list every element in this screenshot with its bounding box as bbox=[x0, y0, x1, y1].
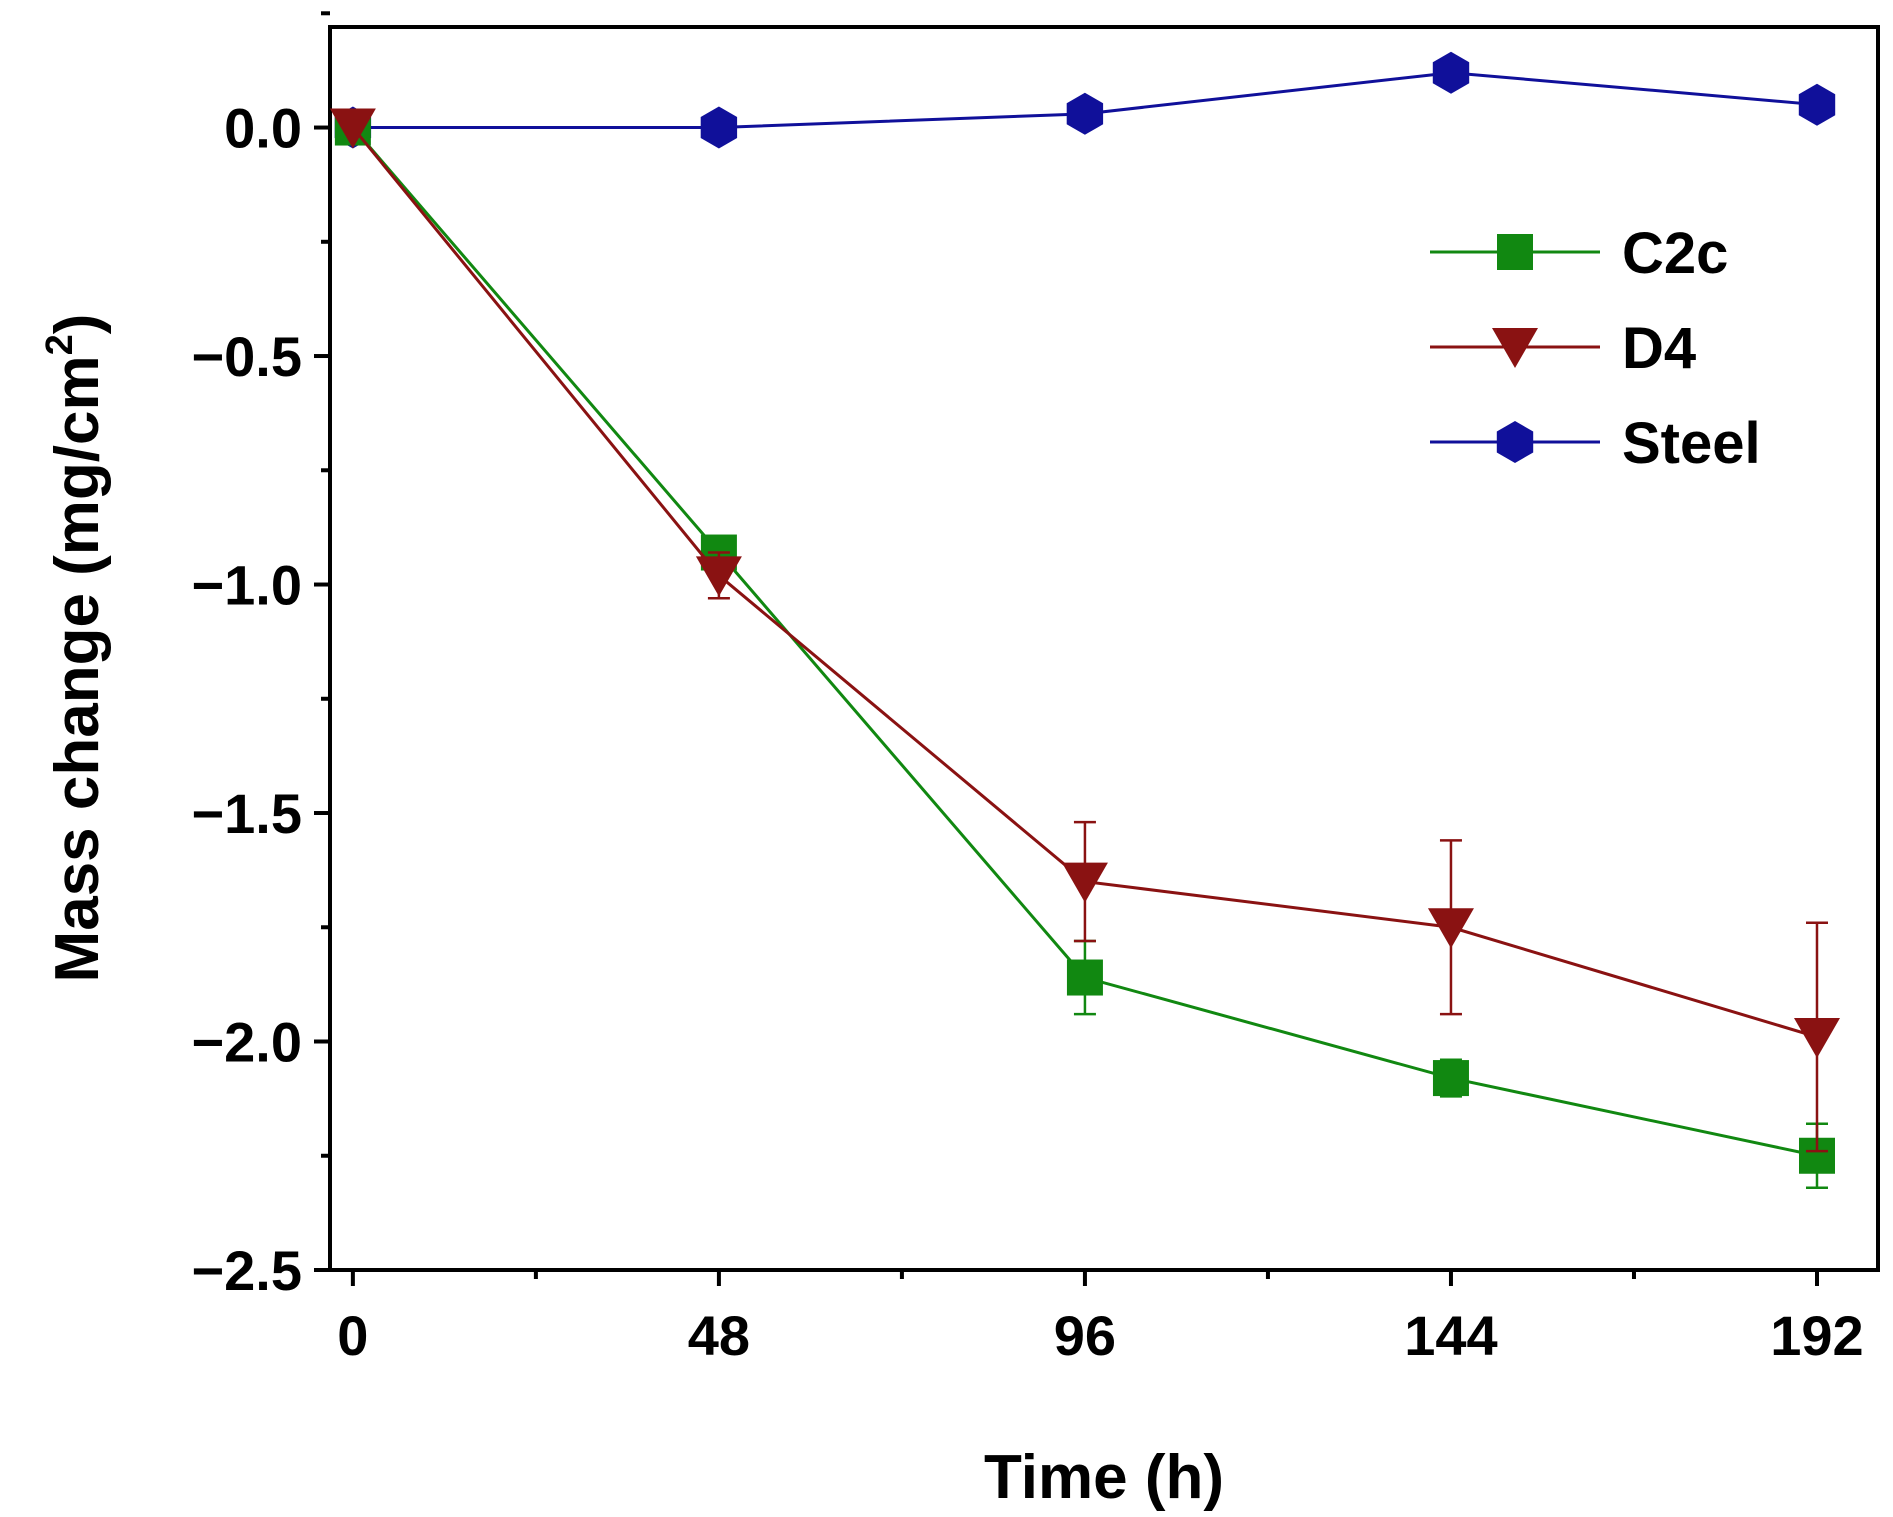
series-steel bbox=[334, 51, 1836, 149]
y-tick-label: −1.0 bbox=[191, 554, 302, 617]
x-tick-label: 0 bbox=[337, 1304, 368, 1367]
series-d4 bbox=[329, 108, 1840, 1153]
y-axis-title-superscript: 2 bbox=[39, 334, 81, 355]
x-axis-title: Time (h) bbox=[984, 1443, 1224, 1512]
y-tick-label: −2.5 bbox=[191, 1239, 302, 1302]
y-tick-label: −0.5 bbox=[191, 325, 302, 388]
y-axis-title-tail: ) bbox=[43, 314, 112, 335]
x-tick-label: 96 bbox=[1054, 1304, 1116, 1367]
legend-marker-d4 bbox=[1492, 328, 1538, 368]
x-axis: 0 48 96 144 192 bbox=[337, 1270, 1864, 1367]
data-point-d4 bbox=[1061, 862, 1108, 903]
data-point-d4 bbox=[695, 556, 742, 597]
legend-marker-c2c bbox=[1497, 234, 1533, 270]
plot-frame bbox=[328, 25, 1880, 1272]
legend-label-steel: Steel bbox=[1622, 411, 1761, 476]
data-point-d4 bbox=[1793, 1017, 1840, 1058]
y-tick-label: −1.5 bbox=[191, 782, 302, 845]
data-point-c2c bbox=[1432, 1060, 1469, 1097]
y-tick-label: −2.0 bbox=[191, 1011, 302, 1074]
data-point-d4 bbox=[1427, 908, 1474, 949]
x-tick-label: 192 bbox=[1770, 1304, 1863, 1367]
y-tick-label: 0.0 bbox=[224, 97, 302, 160]
legend-label-c2c: C2c bbox=[1622, 221, 1728, 286]
y-axis-title-main: Mass change (mg/cm bbox=[43, 355, 112, 982]
y-axis-title: Mass change (mg/cm2) bbox=[39, 314, 112, 983]
data-point-steel bbox=[1066, 92, 1104, 135]
x-tick-label: 48 bbox=[688, 1304, 750, 1367]
data-point-d4 bbox=[329, 108, 376, 149]
y-axis: 0.0 −0.5 −1.0 −1.5 −2.0 −2.5 bbox=[191, 11, 330, 1302]
data-point-steel bbox=[1798, 83, 1836, 126]
data-point-c2c bbox=[1066, 959, 1103, 996]
legend: C2c D4 Steel bbox=[1430, 221, 1761, 476]
legend-label-d4: D4 bbox=[1622, 316, 1696, 381]
data-point-steel bbox=[1432, 51, 1470, 94]
series-c2c bbox=[334, 109, 1835, 1189]
series-layer bbox=[329, 51, 1840, 1189]
data-point-steel bbox=[700, 106, 738, 149]
legend-marker-steel bbox=[1496, 421, 1534, 463]
x-tick-label: 144 bbox=[1404, 1304, 1497, 1367]
